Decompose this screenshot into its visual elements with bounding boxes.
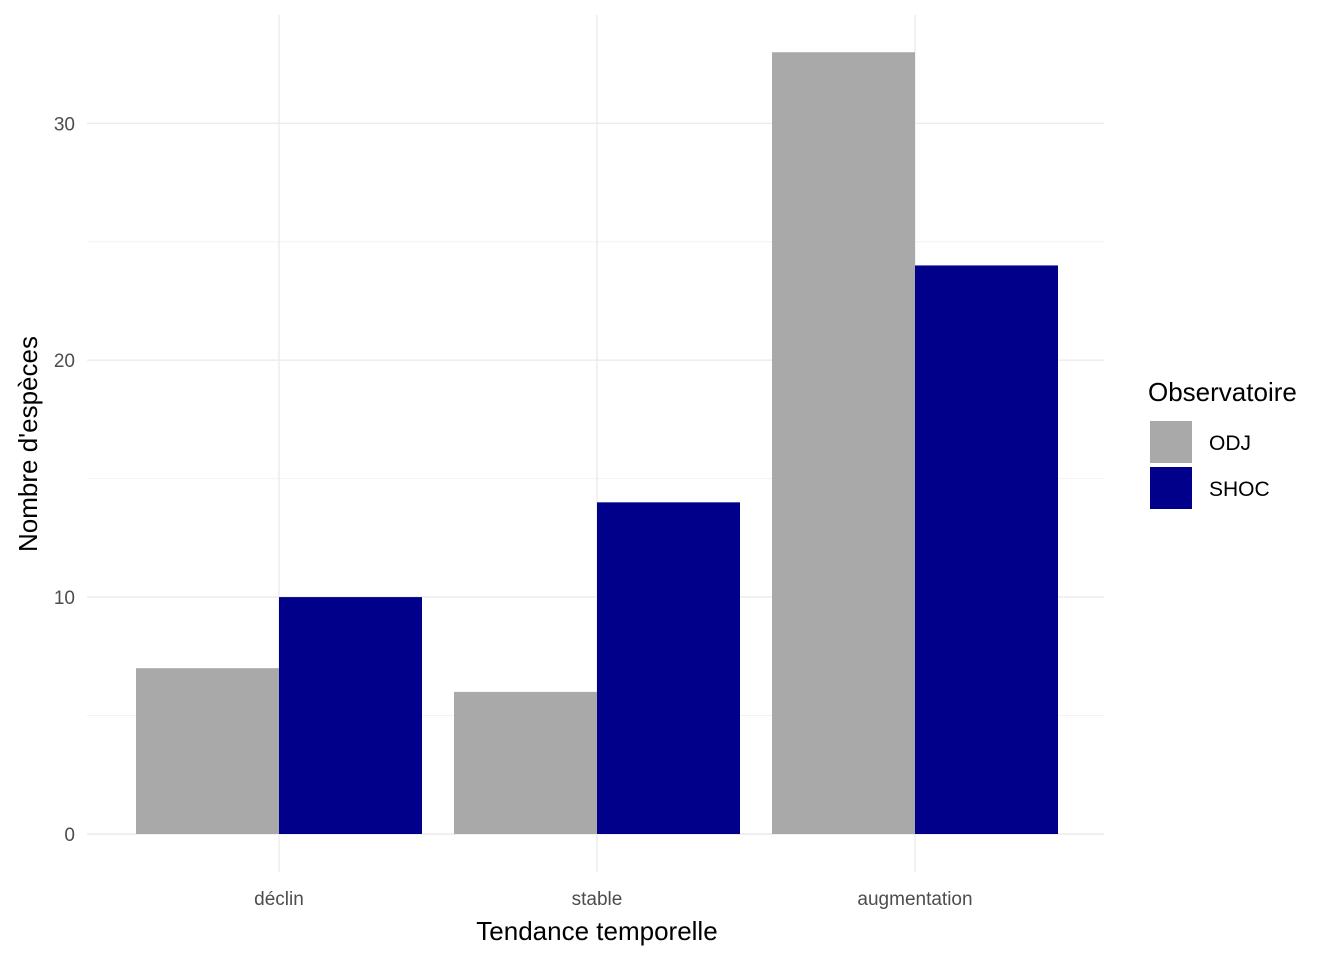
legend-items: ODJ SHOC — [1150, 421, 1270, 509]
bar-shoc-1 — [279, 597, 422, 834]
y-tick-label: 30 — [54, 114, 75, 135]
y-tick-label: 0 — [64, 825, 75, 846]
bar-odj-1 — [136, 668, 279, 834]
x-axis-tick-labels: déclin stable augmentation — [254, 889, 972, 910]
y-axis-title: Nombre d'espèces — [13, 336, 43, 552]
bar-odj-3 — [772, 52, 915, 835]
x-tick-label: stable — [572, 889, 623, 910]
legend-title: Observatoire — [1148, 377, 1297, 407]
legend: Observatoire ODJ SHOC — [1148, 377, 1297, 509]
legend-key-shoc — [1150, 467, 1192, 509]
bar-shoc-3 — [915, 265, 1058, 834]
bars — [136, 52, 1058, 835]
legend-key-odj — [1150, 421, 1192, 463]
legend-item-shoc: SHOC — [1150, 467, 1270, 509]
y-tick-label: 20 — [54, 351, 75, 372]
bar-shoc-2 — [597, 502, 740, 834]
legend-item-odj: ODJ — [1150, 421, 1251, 463]
legend-label-shoc: SHOC — [1209, 478, 1270, 501]
x-tick-label: déclin — [254, 889, 304, 910]
y-tick-label: 10 — [54, 588, 75, 609]
x-tick-label: augmentation — [857, 889, 972, 910]
legend-label-odj: ODJ — [1209, 432, 1251, 455]
bar-odj-2 — [454, 691, 597, 834]
y-axis-tick-labels: 0 10 20 30 — [54, 114, 75, 846]
x-axis-title: Tendance temporelle — [476, 916, 717, 946]
